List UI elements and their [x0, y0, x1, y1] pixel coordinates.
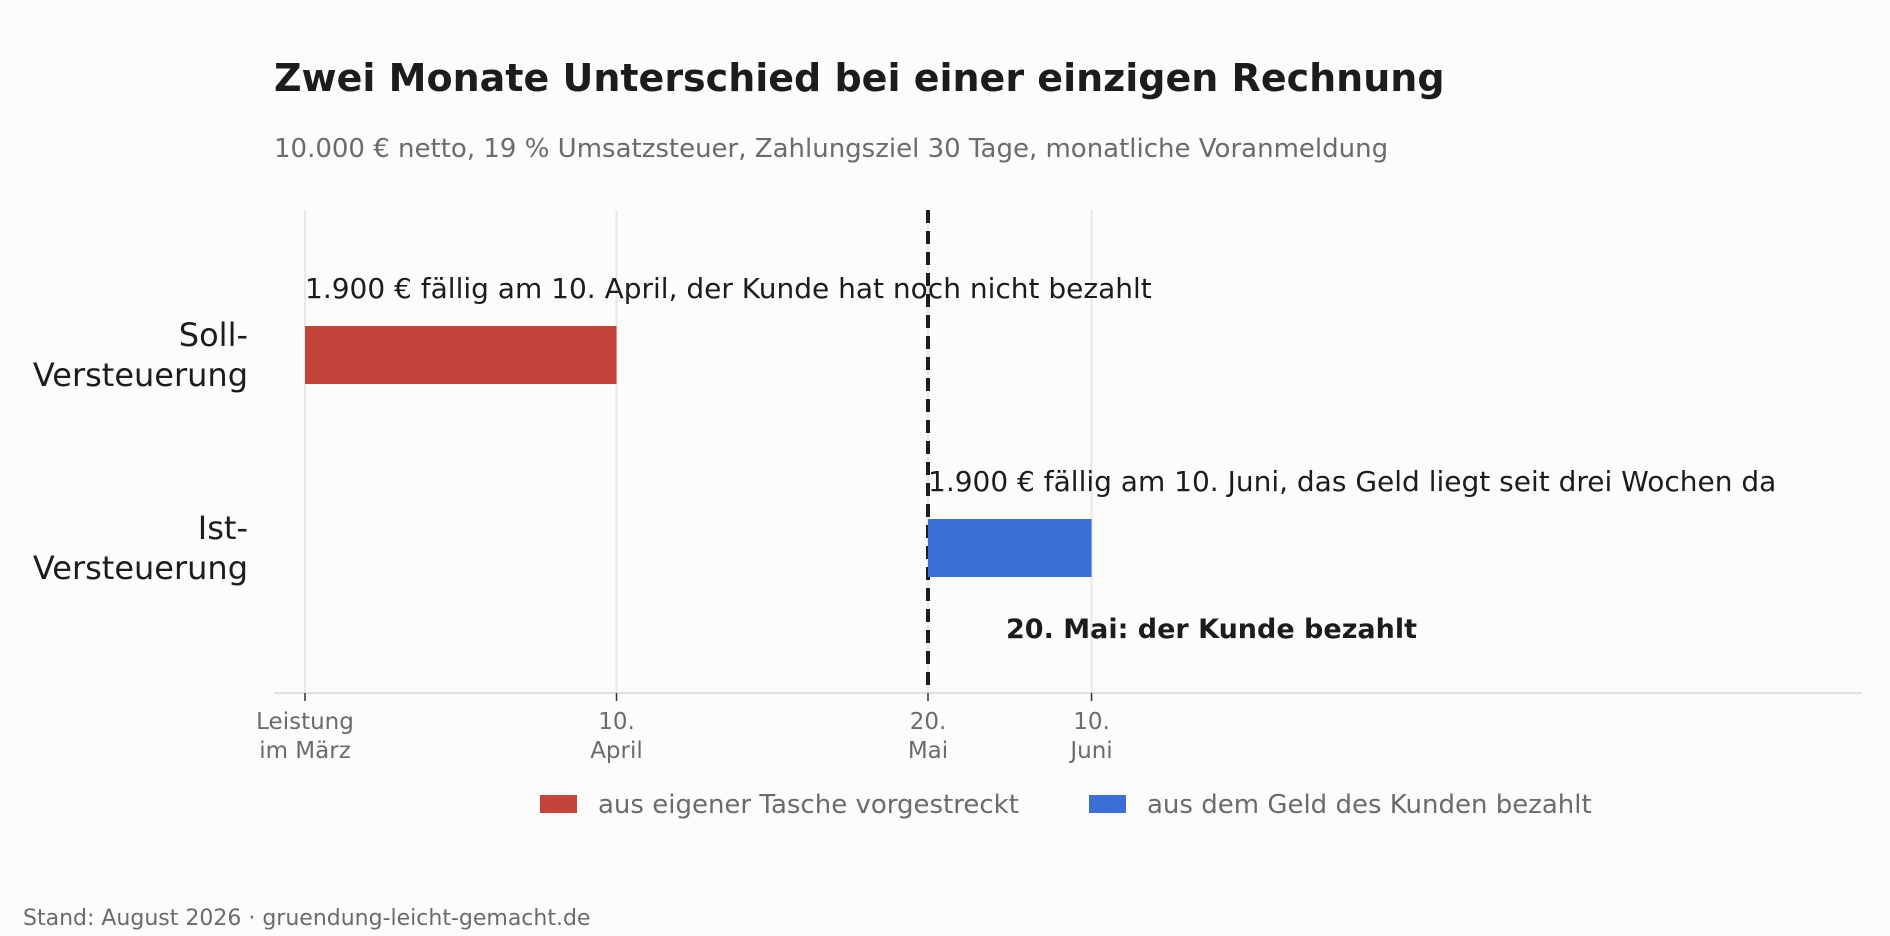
tick-label-line: 10.	[598, 709, 635, 735]
legend-label-client: aus dem Geld des Kunden bezahlt	[1147, 790, 1592, 820]
tick-label-line: 10.	[1073, 709, 1110, 735]
reference-annotation: 20. Mai: der Kunde bezahlt	[1006, 614, 1417, 645]
category-label-line: Ist-	[198, 509, 248, 547]
category-label-line: Soll-	[179, 316, 248, 354]
chart-subtitle: 10.000 € netto, 19 % Umsatzsteuer, Zahlu…	[274, 134, 1388, 164]
tick-label-2: 20. Mai	[908, 709, 948, 764]
tick-label-line: Leistung	[256, 709, 354, 735]
tick-label-line: Mai	[908, 738, 948, 764]
bar-own	[305, 326, 617, 384]
source-note: Stand: August 2026 · gruendung-leicht-ge…	[23, 906, 590, 931]
tick-label-3: 10. Juni	[1068, 709, 1112, 764]
tick-label-1: 10. April	[590, 709, 643, 764]
tick-label-line: 20.	[910, 709, 947, 735]
tick-label-0: Leistung im März	[256, 709, 354, 764]
bar-label-0: 1.900 € fällig am 10. April, der Kunde h…	[305, 272, 1152, 305]
category-label-line: Versteuerung	[33, 356, 248, 394]
bar-client	[928, 519, 1092, 577]
legend-label-own: aus eigener Tasche vorgestreckt	[598, 790, 1019, 820]
x-axis-ticks: Leistung im März 10. April 20. Mai 10. Juni	[256, 693, 1113, 764]
legend-swatch-own	[540, 795, 577, 813]
category-label-1: Ist-Versteuerung	[33, 509, 248, 587]
bar-label-1: 1.900 € fällig am 10. Juni, das Geld lie…	[928, 465, 1776, 498]
chart-title: Zwei Monate Unterschied bei einer einzig…	[274, 56, 1445, 100]
tick-label-line: im März	[259, 738, 351, 764]
tick-label-line: April	[590, 738, 643, 764]
annotations: 1.900 € fällig am 10. April, der Kunde h…	[305, 272, 1776, 645]
tick-label-line: Juni	[1068, 738, 1112, 764]
category-label-0: Soll-Versteuerung	[33, 316, 248, 394]
category-label-line: Versteuerung	[33, 549, 248, 587]
legend-swatch-client	[1089, 795, 1126, 813]
bars	[305, 326, 1092, 577]
legend: aus eigener Tasche vorgestreckt aus dem G…	[540, 790, 1592, 820]
